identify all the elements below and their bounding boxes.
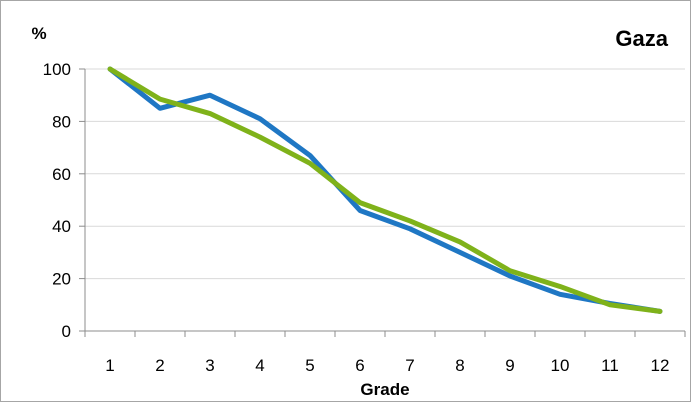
x-tick-label: 11 [601,356,619,375]
gridlines [85,68,685,280]
y-tick-label: 80 [52,112,71,131]
x-tick-label: 4 [255,356,264,375]
x-axis-title: Grade [360,380,409,399]
x-tick-label: 8 [455,356,464,375]
series-lines [107,66,663,314]
x-tick-label: 1 [105,356,114,375]
chart-title: Gaza [615,26,668,51]
x-tick-label: 5 [305,356,314,375]
x-tick-label: 7 [405,356,414,375]
axes [79,68,686,337]
series-line-1 [107,66,663,314]
y-tick-label: 40 [52,217,71,236]
x-tick-label: 10 [551,356,570,375]
x-tick-label: 2 [155,356,164,375]
y-tick-label: 100 [43,60,71,79]
x-tick-label: 9 [505,356,514,375]
x-tick-label: 3 [205,356,214,375]
series-line-2 [107,66,663,314]
y-tick-label: 60 [52,165,71,184]
x-tick-label: 12 [651,356,670,375]
y-tick-label: 0 [62,322,71,341]
x-tick-label: 6 [355,356,364,375]
y-axis-title: % [31,24,46,43]
y-tick-label: 20 [52,270,71,289]
